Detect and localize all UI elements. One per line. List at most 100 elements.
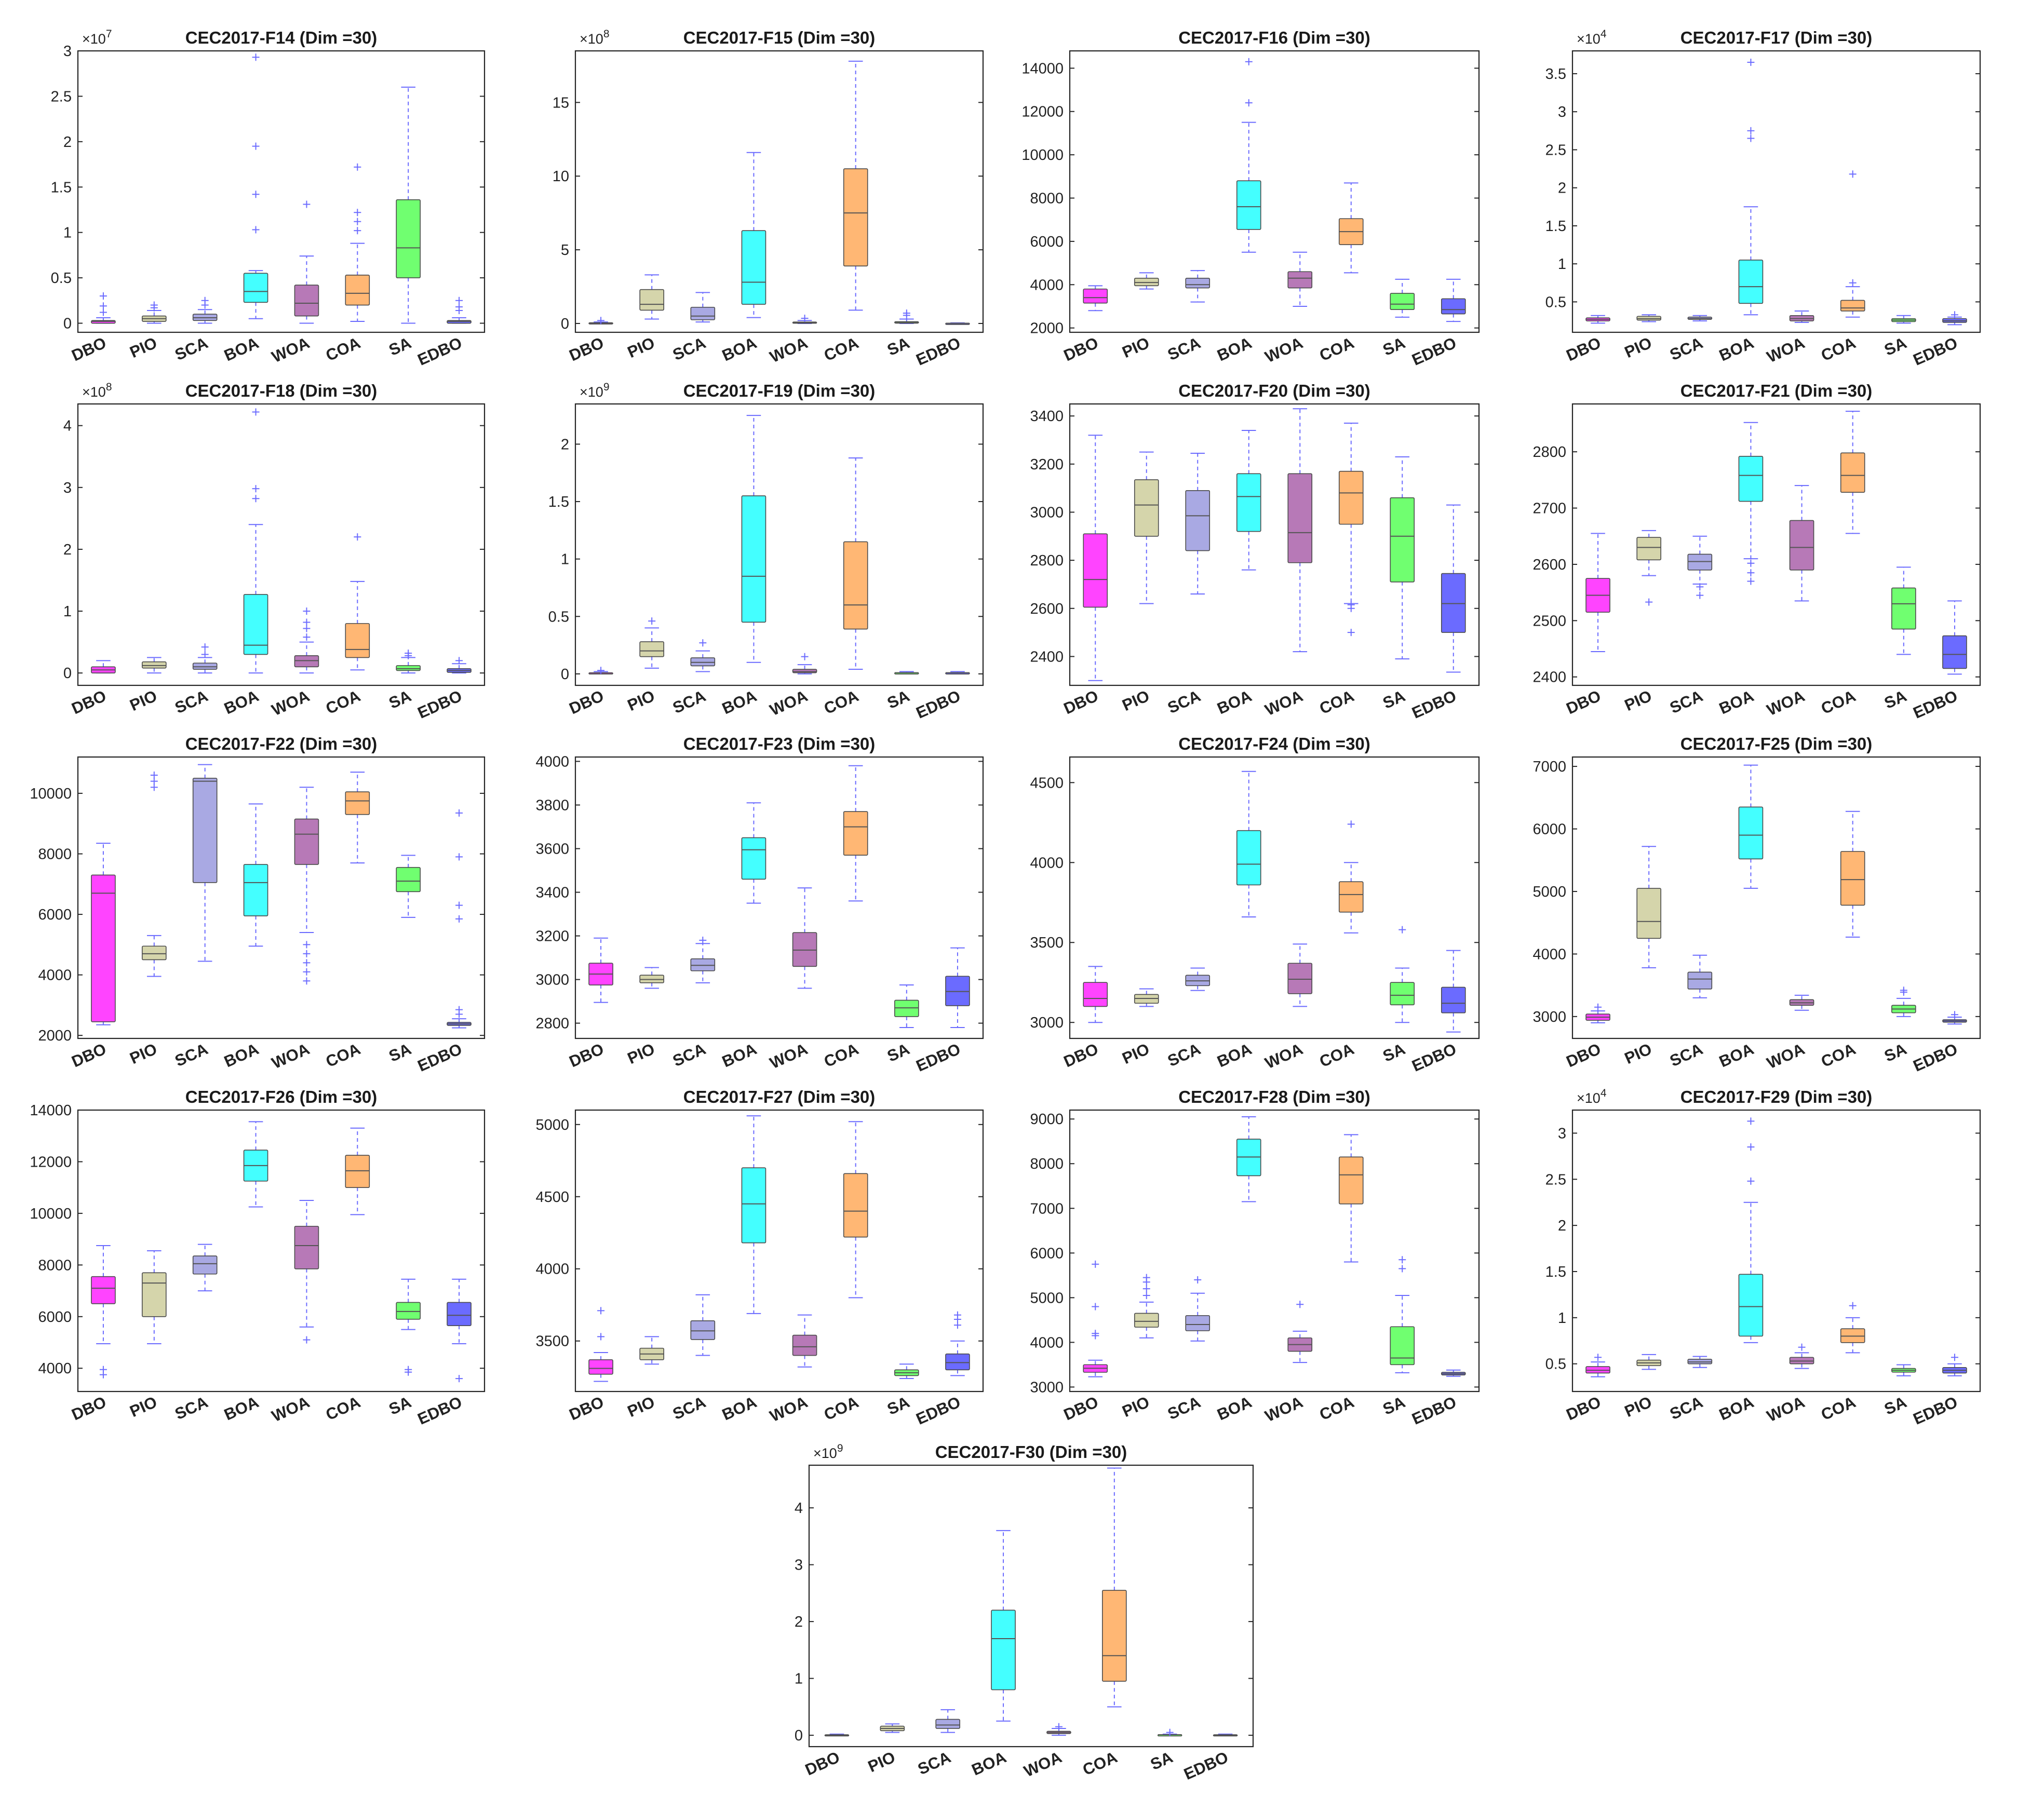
iqr-box xyxy=(1840,452,1865,493)
x-tick-label-f22-coa: COA xyxy=(323,1039,363,1071)
chart-title-f17: CEC2017-F17 (Dim =30) xyxy=(1680,28,1873,47)
x-tick-label-f17-woa: WOA xyxy=(1764,333,1807,366)
y-tick-label-f15: 15 xyxy=(553,94,569,111)
box-f15-edbo xyxy=(945,322,970,325)
outlier-marker xyxy=(1696,583,1704,591)
outlier-marker xyxy=(1747,127,1755,134)
y-tick-label-f25: 6000 xyxy=(1532,821,1566,838)
y-exponent-f17: ×104 xyxy=(1577,28,1607,47)
x-tick-label-f26-sa: SA xyxy=(386,1393,414,1418)
y-exponent-f19: ×109 xyxy=(580,381,610,400)
box-f26-pio xyxy=(142,1250,167,1345)
x-tick-label-f20-coa: COA xyxy=(1316,686,1356,718)
x-tick-label-f18-coa: COA xyxy=(323,686,363,718)
iqr-box xyxy=(1636,537,1661,561)
y-exponent-f29: ×104 xyxy=(1577,1087,1607,1106)
box-f21-woa xyxy=(1789,485,1814,602)
x-tick-label-f14-coa: COA xyxy=(323,333,363,364)
iqr-box xyxy=(192,777,218,883)
x-tick-label-f19-sa: SA xyxy=(884,686,912,712)
outlier-marker xyxy=(303,200,311,208)
axes-frame-f14 xyxy=(77,50,486,333)
y-tick-label-f27: 4500 xyxy=(535,1189,569,1206)
x-tick-label-f28-dbo: DBO xyxy=(1061,1393,1101,1424)
outlier-marker xyxy=(405,650,412,657)
y-exponent-f15: ×108 xyxy=(580,28,610,47)
y-tick-label-f22: 4000 xyxy=(38,967,72,984)
outlier-marker xyxy=(1747,577,1755,585)
box-f26-sca xyxy=(192,1244,218,1292)
chart-title-f20: CEC2017-F20 (Dim =30) xyxy=(1178,381,1370,400)
box-f28-sa xyxy=(1390,1256,1415,1373)
outlier-marker xyxy=(455,1375,463,1383)
outlier-marker xyxy=(1245,58,1253,65)
panel-f30: CEC2017-F30 (Dim =30) 0 1 2 3 4 ×109 DBO PIO SCA B… xyxy=(795,1442,1254,1784)
outlier-marker xyxy=(699,639,707,647)
iqr-box xyxy=(1287,963,1313,994)
y-tick-label-f18: 4 xyxy=(63,418,72,435)
iqr-box xyxy=(1236,180,1261,230)
x-tick-label-f24-pio: PIO xyxy=(1120,1039,1152,1068)
iqr-box xyxy=(741,230,766,305)
box-f22-edbo xyxy=(447,809,472,1029)
x-tick-label-f22-edbo: EDBO xyxy=(415,1039,465,1075)
axes-frame-f18 xyxy=(77,403,486,686)
box-f29-woa xyxy=(1789,1343,1814,1369)
x-tick-label-f15-sca: SCA xyxy=(670,333,708,364)
box-f27-woa xyxy=(792,1314,817,1368)
y-tick-label-f28: 9000 xyxy=(1030,1111,1064,1128)
x-tick-label-f27-woa: WOA xyxy=(767,1393,810,1425)
x-tick-label-f17-dbo: DBO xyxy=(1564,333,1604,364)
box-f27-coa xyxy=(843,1121,868,1299)
iqr-box xyxy=(639,289,664,311)
y-tick-label-f25: 4000 xyxy=(1532,946,1566,963)
outlier-marker xyxy=(201,296,209,304)
box-f28-sca xyxy=(1185,1276,1211,1342)
iqr-box xyxy=(741,495,766,623)
y-tick-label-f19: 0 xyxy=(561,666,569,683)
y-tick-label-f24: 4000 xyxy=(1030,855,1064,871)
iqr-box xyxy=(1738,806,1764,860)
x-tick-label-f15-edbo: EDBO xyxy=(913,333,963,369)
box-f26-sa xyxy=(396,1278,421,1376)
outlier-marker xyxy=(1747,1143,1755,1151)
panel-f18: CEC2017-F18 (Dim =30) 0 1 2 3 4 ×108 DBO PIO SCA B… xyxy=(63,381,486,722)
y-tick-label-f14: 0.5 xyxy=(51,270,72,287)
box-f24-sca xyxy=(1185,967,1211,991)
x-tick-label-f25-boa: BOA xyxy=(1716,1039,1756,1071)
box-f15-sa xyxy=(894,309,919,324)
iqr-box xyxy=(1687,553,1713,571)
x-tick-label-f20-dbo: DBO xyxy=(1061,686,1101,718)
y-tick-label-f20: 2800 xyxy=(1030,552,1064,569)
panel-f29: CEC2017-F29 (Dim =30) 0.5 1 1.5 2 2.5 3 ×104 DBO… xyxy=(1545,1087,1981,1428)
y-tick-label-f20: 2600 xyxy=(1030,601,1064,617)
x-tick-label-f29-coa: COA xyxy=(1818,1393,1858,1424)
box-f21-pio xyxy=(1636,530,1661,606)
box-f25-boa xyxy=(1738,764,1764,889)
outlier-marker xyxy=(455,657,463,665)
outlier-marker xyxy=(1594,1003,1602,1011)
box-f21-dbo xyxy=(1585,533,1610,652)
x-tick-label-f25-dbo: DBO xyxy=(1564,1039,1604,1071)
x-tick-label-f27-edbo: EDBO xyxy=(913,1393,963,1428)
x-tick-label-f24-edbo: EDBO xyxy=(1409,1039,1459,1075)
y-tick-label-f23: 3000 xyxy=(535,972,569,989)
box-f20-pio xyxy=(1134,451,1159,604)
box-f28-dbo xyxy=(1083,1260,1108,1377)
iqr-box xyxy=(345,623,370,658)
box-f25-edbo xyxy=(1942,1011,1967,1025)
iqr-box xyxy=(1236,830,1261,886)
y-tick-label-f15: 5 xyxy=(561,242,569,259)
iqr-box xyxy=(396,867,421,893)
iqr-box xyxy=(1185,490,1211,551)
box-f20-dbo xyxy=(1083,435,1108,681)
box-f22-sa xyxy=(396,855,421,918)
box-f18-boa xyxy=(243,408,268,674)
y-tick-label-f30: 0 xyxy=(795,1727,803,1744)
box-f30-pio xyxy=(880,1723,905,1733)
box-f20-boa xyxy=(1236,429,1261,571)
box-f20-sca xyxy=(1185,452,1211,595)
box-f17-boa xyxy=(1738,58,1764,316)
box-f19-boa xyxy=(741,415,766,663)
outlier-marker xyxy=(354,163,361,171)
